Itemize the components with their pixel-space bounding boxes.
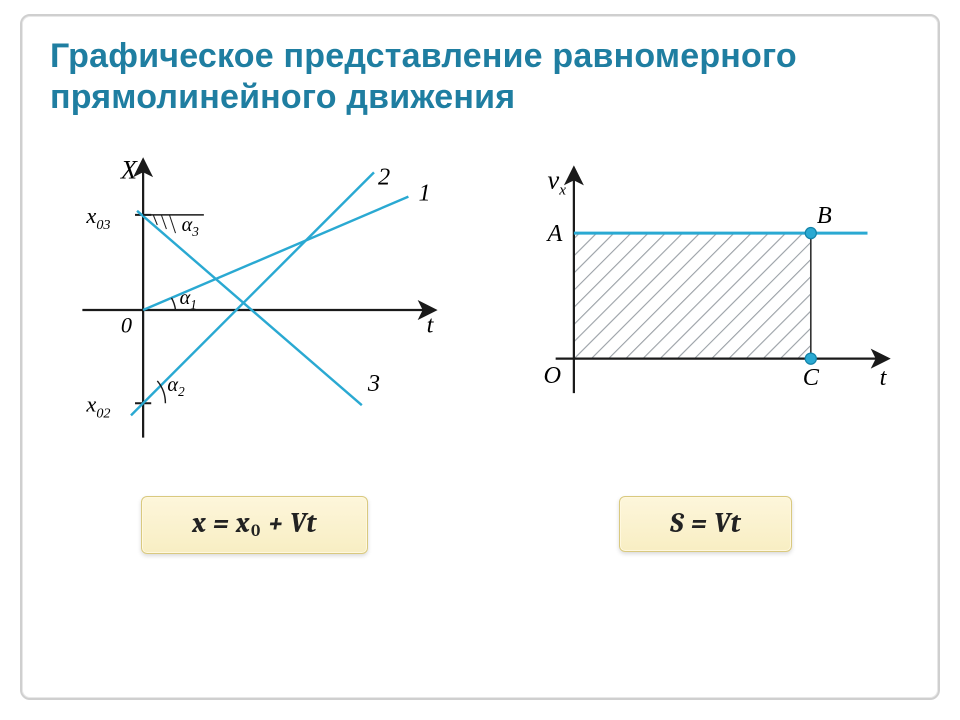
svg-text:x02: x02 — [85, 391, 110, 421]
velocity-time-svg: vx t O A B C — [503, 146, 908, 466]
point-A: A — [546, 220, 563, 247]
axes: X t 0 — [82, 155, 434, 437]
slide-frame: Графическое представление равномерного п… — [20, 14, 940, 700]
area-rect — [574, 233, 811, 359]
formula-position: x = x0 + Vt — [141, 496, 368, 555]
line-1-label: 1 — [419, 179, 431, 206]
position-time-svg: X t 0 x03 x02 — [52, 146, 457, 466]
angle-alpha3: α3 — [143, 214, 204, 239]
x-axis-label-right: t — [880, 364, 888, 391]
svg-text:vx: vx — [548, 165, 567, 198]
svg-text:B: B — [817, 202, 832, 229]
origin-label: 0 — [121, 312, 132, 337]
formula-distance: S = Vt — [619, 496, 792, 552]
velocity-time-chart: vx t O A B C — [503, 146, 908, 552]
svg-text:α3: α3 — [182, 214, 200, 239]
angle-alpha2: α2 — [157, 374, 185, 403]
position-time-chart: X t 0 x03 x02 — [52, 146, 457, 555]
svg-text:A: A — [546, 220, 563, 247]
y-tick-x03: x03 — [85, 203, 151, 233]
line-3-label: 3 — [367, 370, 380, 397]
svg-text:C: C — [803, 364, 820, 391]
svg-text:x03: x03 — [85, 203, 110, 233]
line-2-label: 2 — [378, 163, 390, 190]
page-title: Графическое представление равномерного п… — [50, 36, 912, 118]
x-axis-label: t — [427, 311, 435, 338]
origin-label-right: O — [544, 362, 562, 389]
svg-text:α2: α2 — [167, 374, 185, 399]
slide: Графическое представление равномерного п… — [0, 0, 960, 720]
angle-alpha1: α1 — [171, 287, 196, 312]
charts-row: X t 0 x03 x02 — [48, 146, 912, 555]
y-axis-label: X — [120, 155, 138, 184]
svg-text:α1: α1 — [180, 287, 197, 312]
